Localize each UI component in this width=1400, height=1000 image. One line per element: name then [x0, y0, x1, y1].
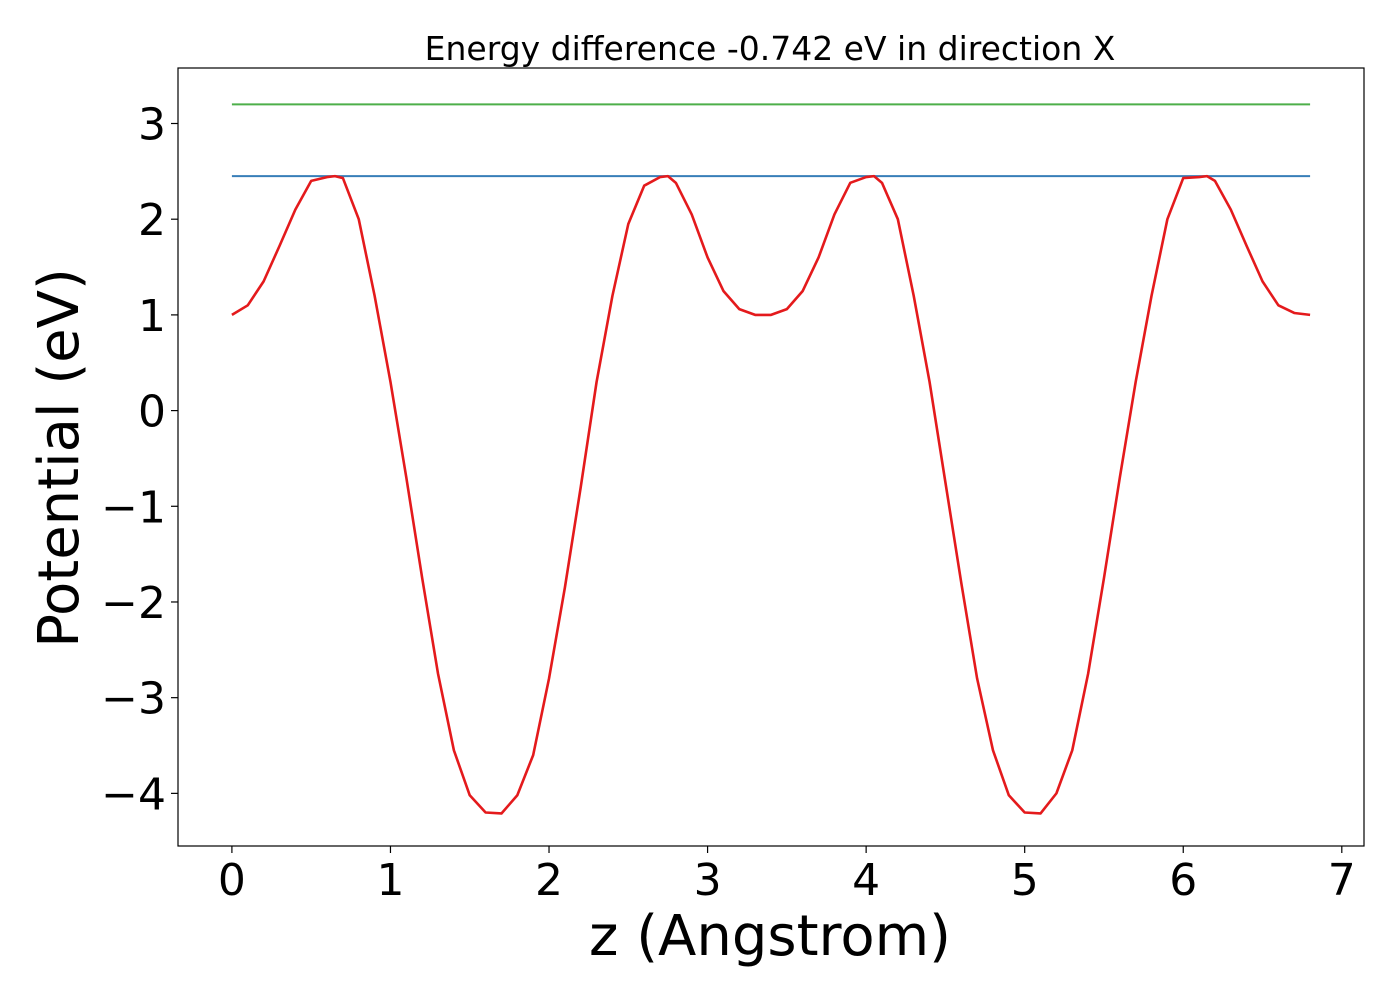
reference-lines: [231, 103, 1311, 178]
chart-title: Energy difference -0.742 eV in direction…: [425, 29, 1116, 68]
y-axis-ticks: −4 −3 −2 −1 0 1 2 3: [101, 100, 178, 820]
plot-frame: [177, 67, 1365, 847]
y-tick-label: 1: [138, 291, 166, 342]
x-tick-label: 3: [694, 855, 722, 906]
series-line-0: [231, 174, 1311, 815]
y-tick-label: −1: [101, 482, 166, 533]
x-tick-label: 0: [218, 855, 246, 906]
x-tick-label: 4: [852, 855, 880, 906]
x-axis-ticks: 0 1 2 3 4 5 6 7: [218, 846, 1356, 906]
y-tick-label: −2: [101, 578, 166, 629]
y-tick-label: −4: [101, 769, 166, 820]
x-tick-label: 5: [1011, 855, 1039, 906]
series-layer: [231, 174, 1311, 815]
y-axis-label: Potential (eV): [27, 268, 92, 648]
x-tick-label: 6: [1169, 855, 1197, 906]
y-tick-label: −3: [101, 674, 166, 725]
y-tick-label: 3: [138, 100, 166, 151]
x-tick-label: 1: [376, 855, 404, 906]
x-tick-label: 7: [1328, 855, 1356, 906]
y-tick-label: 2: [138, 195, 166, 246]
y-tick-label: 0: [138, 387, 166, 438]
x-axis-label: z (Angstrom): [589, 904, 951, 969]
x-tick-label: 2: [535, 855, 563, 906]
